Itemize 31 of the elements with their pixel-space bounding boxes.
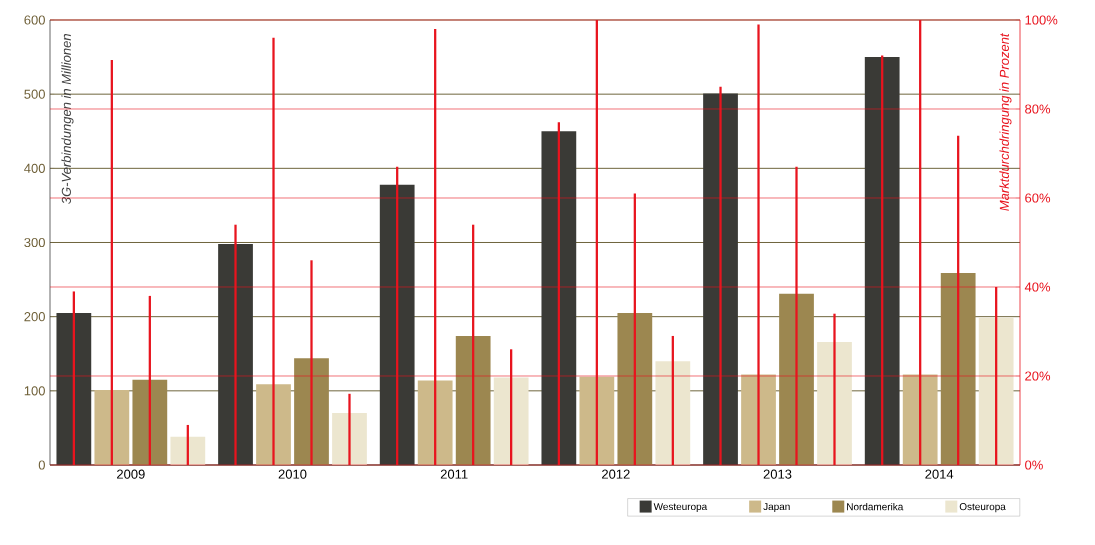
y-tick-label: 300 <box>24 237 45 248</box>
x-tick-label: 2010 <box>278 469 307 479</box>
y2-tick-label: 100% <box>1025 15 1058 25</box>
x-tick-label: 2014 <box>925 469 954 479</box>
y-tick-label: 500 <box>24 89 45 99</box>
y2-tick-label: 20% <box>1025 371 1051 381</box>
y2-tick-label: 80% <box>1025 104 1051 114</box>
legend-label: Westeuropa <box>653 503 708 513</box>
y-tick-label: 0 <box>38 460 45 470</box>
legend-label: Osteuropa <box>959 503 1006 513</box>
bar <box>902 374 938 465</box>
y-tick-label: 400 <box>24 163 45 173</box>
y2-tick-label: 40% <box>1024 282 1051 292</box>
y2-axis-title: Marktdurchdringung in Prozent <box>999 33 1012 211</box>
bar <box>256 384 291 465</box>
legend-label: Japan <box>763 503 790 513</box>
legend-label: Nordamerika <box>847 502 904 511</box>
x-tick-label: 2012 <box>602 469 630 479</box>
bar <box>579 376 615 465</box>
x-tick-label: 2009 <box>117 469 145 479</box>
y-tick-label: 600 <box>24 15 45 25</box>
y-axis-title: 3G-Verbindungen in Millionen <box>61 34 74 204</box>
y2-tick-label: 60% <box>1025 193 1051 203</box>
bar <box>94 390 130 465</box>
y2-tick-label: 0% <box>1025 460 1043 470</box>
x-tick-label: 2013 <box>763 469 792 479</box>
y-tick-label: 100 <box>24 386 45 396</box>
bar <box>417 380 453 465</box>
bar <box>864 57 900 465</box>
x-tick-label: 2011 <box>440 469 468 479</box>
y-tick-label: 200 <box>24 312 45 322</box>
